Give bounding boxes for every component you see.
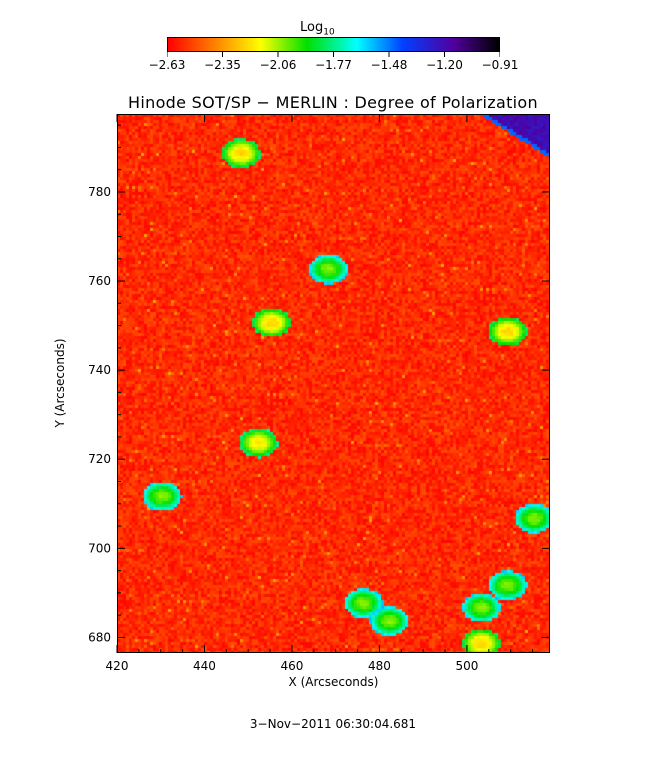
plot-border	[117, 114, 550, 653]
colorbar-tick-label: −1.20	[426, 58, 463, 72]
x-tick-label: 460	[280, 659, 303, 673]
x-tick-label: 440	[193, 659, 216, 673]
y-tick-label: 700	[88, 541, 111, 555]
colorbar-tick-label: −1.77	[315, 58, 352, 72]
colorbar-title: Log10	[300, 20, 335, 38]
observation-timestamp: 3−Nov−2011 06:30:04.681	[249, 717, 417, 731]
colorbar-tick-label: −2.63	[148, 58, 186, 72]
plot-frame: 420 440 460 480 500 680 700 720 740 760 780	[88, 114, 550, 673]
plot-area: 420 440 460 480 500 680 700 720 740 760 780	[88, 114, 550, 673]
y-tick-label: 780	[88, 185, 111, 199]
colorbar-tick-label: −1.48	[370, 58, 408, 72]
y-tick-label: 720	[88, 452, 111, 466]
colorbar-tick-label: −0.91	[481, 58, 519, 72]
colorbar-ticks	[167, 52, 500, 57]
x-axis-label: X (Arcseconds)	[288, 675, 379, 689]
x-tick-label: 420	[106, 659, 129, 673]
polarization-heatmap	[117, 114, 550, 653]
colorbar	[167, 37, 500, 52]
y-tick-label: 680	[88, 630, 111, 644]
plot-title: Hinode SOT/SP − MERLIN : Degree of Polar…	[128, 93, 538, 112]
x-tick-label: 500	[455, 659, 478, 673]
colorbar-tick-label: −2.35	[204, 58, 241, 72]
x-tick-label: 480	[368, 659, 391, 673]
y-tick-label: 740	[88, 363, 111, 377]
colorbar-tick-label: −2.06	[259, 58, 297, 72]
colorbar-tick-labels: −2.63 −2.35 −2.06 −1.77 −1.48 −1.20 −0.91	[140, 58, 540, 74]
y-tick-label: 760	[88, 274, 111, 288]
y-axis-label: Y (Arcseconds)	[53, 338, 67, 428]
